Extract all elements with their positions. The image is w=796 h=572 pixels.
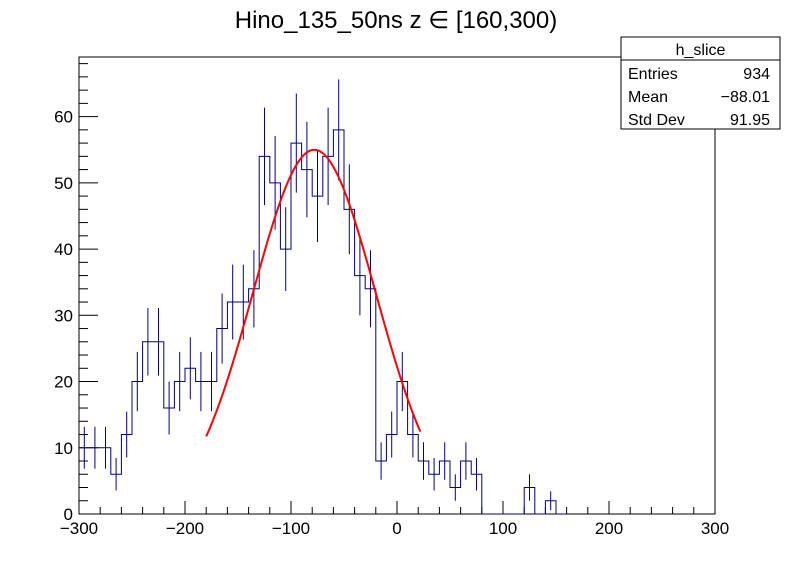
axis-ticks-layer: −300 −200 −100 0 100 200 300 0 10 20 30 40 50 60: [54, 63, 729, 538]
y-tick-label: 40: [54, 240, 73, 259]
stats-box: h_slice Entries 934 Mean −88.01 Std Dev 91.95: [620, 36, 781, 130]
x-tick-label: −100: [272, 519, 310, 538]
stats-row-label: Mean: [628, 89, 668, 106]
y-tick-label: 50: [54, 174, 73, 193]
stats-box-title: h_slice: [676, 42, 726, 59]
stats-row-label: Std Dev: [628, 112, 685, 129]
y-tick-label: 30: [54, 306, 73, 325]
x-tick-label: 300: [701, 519, 729, 538]
stats-row-value: 934: [743, 66, 770, 83]
x-tick-label: 100: [489, 519, 517, 538]
gaussian-fit-curve: [205, 148, 422, 437]
y-tick-label: 20: [54, 373, 73, 392]
y-tick-label: 60: [54, 108, 73, 127]
chart-title: Hino_135_50ns z ∈ [160,300): [235, 7, 557, 34]
histogram-layer: [79, 79, 567, 515]
y-tick-label: 0: [64, 505, 73, 524]
x-tick-label: −200: [166, 519, 204, 538]
x-tick-label: −300: [60, 519, 98, 538]
stats-row-label: Entries: [628, 66, 678, 83]
stats-row-value: −88.01: [721, 89, 770, 106]
x-tick-label: 0: [392, 519, 401, 538]
x-tick-label: 200: [595, 519, 623, 538]
fit-layer: [205, 148, 422, 437]
y-tick-label: 10: [54, 439, 73, 458]
stats-row-value: 91.95: [730, 112, 770, 129]
stats-box-frame: [620, 36, 781, 130]
